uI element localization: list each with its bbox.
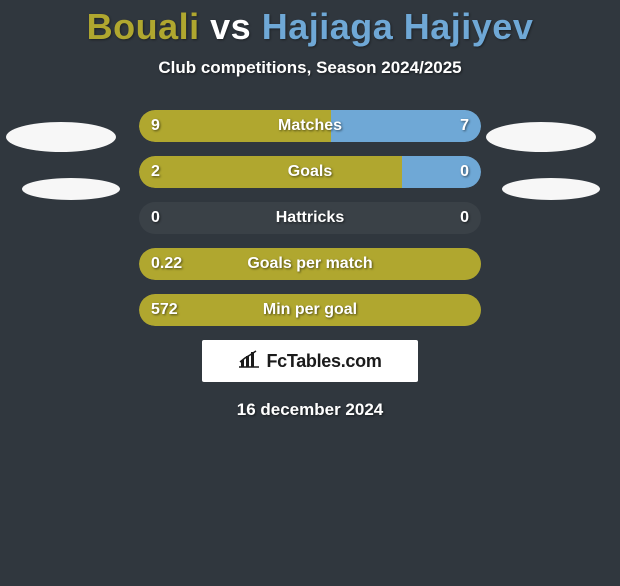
footer-logo-text: FcTables.com xyxy=(266,351,381,372)
right-player-oval xyxy=(502,178,600,200)
stat-row: 97Matches xyxy=(139,110,481,142)
stat-bars: 97Matches 20Goals 0 0Hattricks 0.22Goals per… xyxy=(139,110,481,326)
stat-value-right: 0 xyxy=(460,202,469,234)
page-title: Bouali vs Hajiaga Hajiyev xyxy=(0,6,620,48)
left-player-oval xyxy=(6,122,116,152)
stat-row: 20Goals xyxy=(139,156,481,188)
barchart-icon xyxy=(238,350,260,373)
stat-fill-left xyxy=(139,248,481,280)
footer-logo: FcTables.com xyxy=(202,340,418,382)
stat-row: 572Min per goal xyxy=(139,294,481,326)
title-vs: vs xyxy=(200,6,262,47)
stat-fill-left xyxy=(139,294,481,326)
title-player-left: Bouali xyxy=(87,6,200,47)
stat-row: 0.22Goals per match xyxy=(139,248,481,280)
stat-fill-left xyxy=(139,156,402,188)
stat-fill-right xyxy=(331,110,481,142)
stat-fill-left xyxy=(139,110,331,142)
subtitle: Club competitions, Season 2024/2025 xyxy=(0,58,620,78)
left-player-oval xyxy=(22,178,120,200)
stat-fill-right xyxy=(402,156,481,188)
stat-row: 0 0Hattricks xyxy=(139,202,481,234)
title-player-right: Hajiaga Hajiyev xyxy=(262,6,534,47)
stat-value-left: 0 xyxy=(151,202,160,234)
right-player-oval xyxy=(486,122,596,152)
stat-label: Hattricks xyxy=(139,202,481,234)
footer-date: 16 december 2024 xyxy=(0,400,620,420)
